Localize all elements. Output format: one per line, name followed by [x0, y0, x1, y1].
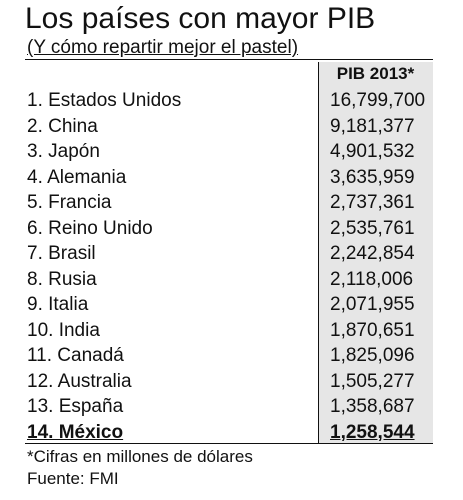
source-note: Fuente: FMI [27, 469, 119, 488]
country-label: 5. Francia [27, 192, 112, 213]
country-label: 11. Canadá [27, 345, 124, 366]
country-label: 7. Brasil [27, 243, 96, 264]
gdp-value: 1,358,687 [330, 396, 415, 417]
column-divider [318, 62, 319, 443]
table-row: 6. Reino Unido 2,535,761 [0, 216, 463, 242]
top-rule [25, 59, 433, 60]
table-row: 3. Japón 4,901,532 [0, 139, 463, 165]
chart-title: Los países con mayor PIB [25, 2, 376, 35]
gdp-value: 2,535,761 [330, 217, 415, 239]
gdp-value: 3,635,959 [330, 166, 415, 188]
table-row: 11. Canadá 1,825,096 [0, 343, 463, 369]
country-label: 1. Estados Unidos [27, 90, 182, 111]
gdp-value: 1,870,651 [330, 319, 415, 341]
table-row: 8. Rusia 2,118,006 [0, 267, 463, 293]
gdp-value: 1,825,096 [330, 345, 415, 366]
country-label: 4. Alemania [27, 166, 127, 188]
country-label: 3. Japón [27, 141, 100, 162]
gdp-value: 2,737,361 [330, 192, 415, 213]
gdp-value: 2,242,854 [330, 243, 415, 264]
gdp-value: 1,505,277 [330, 370, 415, 392]
footnote: *Cifras en millones de dólares [27, 447, 253, 466]
country-label: 8. Rusia [27, 268, 97, 290]
country-label: 12. Australia [27, 370, 132, 392]
gdp-value: 2,071,955 [330, 294, 415, 315]
table-row: 1. Estados Unidos 16,799,700 [0, 88, 463, 114]
table-row: 4. Alemania 3,635,959 [0, 165, 463, 191]
table-row: 14. México 1,258,544 [0, 420, 463, 446]
bottom-rule [25, 443, 433, 444]
value-column-background [318, 62, 433, 443]
country-label: 9. Italia [27, 294, 89, 315]
gdp-value: 2,118,006 [330, 268, 414, 290]
table-row: 9. Italia 2,071,955 [0, 292, 463, 318]
table-row: 13. España 1,358,687 [0, 394, 463, 420]
gdp-value: 9,181,377 [330, 115, 415, 137]
table-row: 12. Australia 1,505,277 [0, 369, 463, 395]
country-label: 10. India [27, 319, 100, 341]
table-row: 5. Francia 2,737,361 [0, 190, 463, 216]
country-label: 2. China [27, 115, 98, 137]
gdp-value: 4,901,532 [330, 141, 415, 162]
gdp-value: 1,258,544 [330, 421, 415, 443]
table-row: 10. India 1,870,651 [0, 318, 463, 344]
country-label: 6. Reino Unido [27, 217, 153, 239]
table-row: 2. China 9,181,377 [0, 114, 463, 140]
gdp-value: 16,799,700 [330, 90, 426, 111]
column-header: PIB 2013* [336, 64, 415, 83]
chart-subtitle: (Y cómo repartir mejor el pastel) [27, 37, 299, 58]
country-label: 13. España [27, 396, 124, 417]
gdp-table: 1. Estados Unidos 16,799,700 2. China 9,181… [0, 88, 463, 445]
country-label: 14. México [27, 421, 124, 443]
table-row: 7. Brasil 2,242,854 [0, 241, 463, 267]
